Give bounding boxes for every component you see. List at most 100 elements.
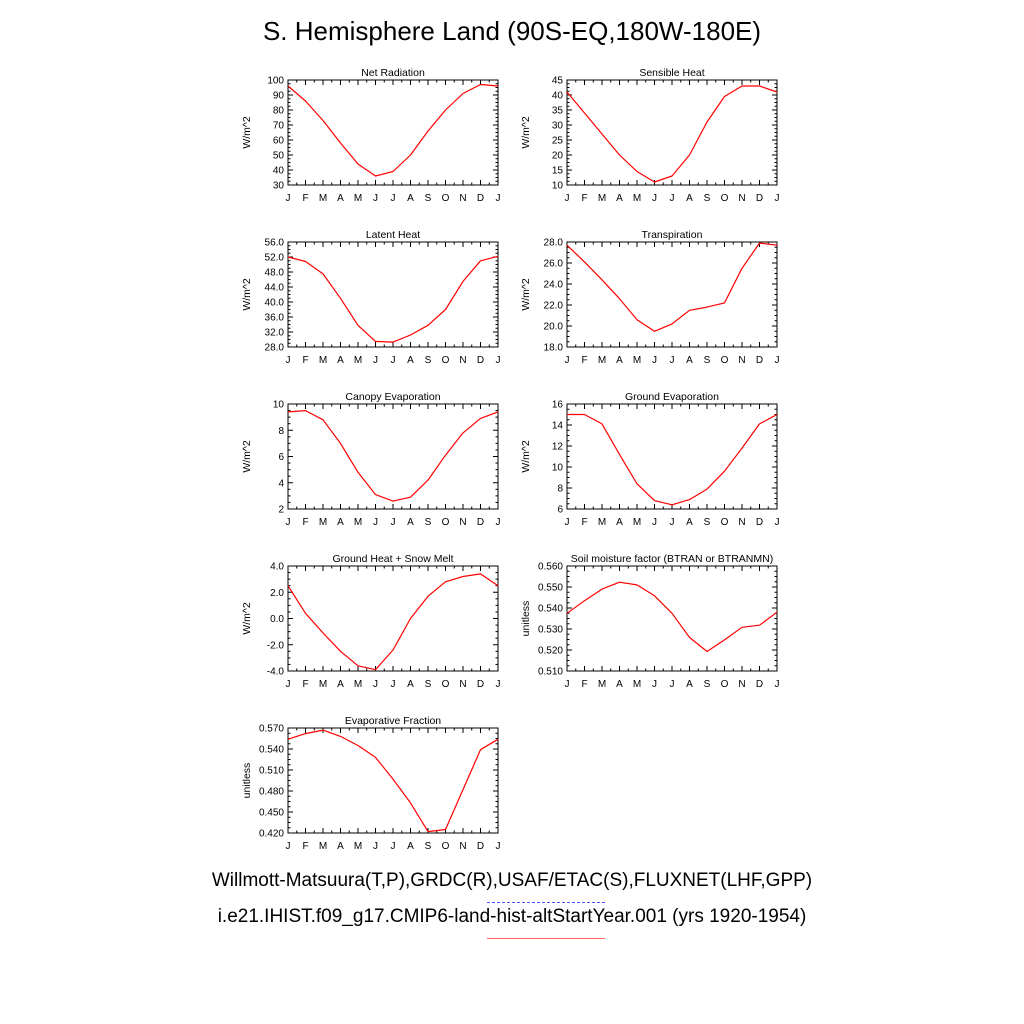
x-tick-label: A [616,679,623,690]
x-tick-label: J [373,517,378,528]
y-tick-label: 52.0 [265,253,285,264]
legend-observations-label: Willmott-Matsuura(T,P),GRDC(R),USAF/ETAC… [211,870,813,891]
panel-title: Ground Heat + Snow Melt [332,553,453,565]
y-tick-label: 0.0 [270,614,284,625]
y-tick-label: 0.510 [538,667,563,678]
model-series-line [567,413,778,506]
x-tick-label: M [633,517,641,528]
x-tick-label: J [652,355,657,366]
y-tick-label: 40 [552,91,564,102]
y-tick-label: 4 [278,478,284,489]
x-tick-label: S [704,193,711,204]
x-tick-label: J [565,355,570,366]
panel-title: Sensible Heat [639,67,704,79]
x-tick-label: S [425,517,432,528]
y-tick-label: 0.520 [538,646,563,657]
x-tick-label: M [633,679,641,690]
model-series-line [566,242,778,332]
x-tick-label: J [652,679,657,690]
x-tick-label: A [686,193,693,204]
x-tick-label: M [354,193,362,204]
x-tick-label: M [633,193,641,204]
x-tick-label: O [442,679,450,690]
y-axis-label: W/m^2 [241,602,253,635]
y-tick-label: 20 [552,151,564,162]
y-tick-label: 0.510 [259,766,284,777]
plot-frame [566,241,778,348]
x-tick-label: M [598,193,606,204]
panel-8: Soil moisture factor (BTRAN or BTRANMN) J… [520,553,780,690]
y-axis-label: unitless [241,763,253,799]
x-tick-label: J [775,193,780,204]
x-tick-label: J [775,517,780,528]
y-tick-label: -2.0 [267,640,285,651]
x-tick-label: O [721,193,729,204]
x-tick-label: M [598,517,606,528]
y-tick-label: 28.0 [265,343,285,354]
plot-frame [566,79,778,186]
model-series-line [287,410,499,502]
y-axis-label: W/m^2 [241,278,253,311]
x-tick-label: D [477,517,484,528]
x-tick-label: J [496,841,501,852]
y-tick-label: 10 [552,463,564,474]
y-tick-label: 35 [552,106,564,117]
x-tick-label: F [302,517,308,528]
x-tick-label: A [407,193,414,204]
panel-title: Canopy Evaporation [345,391,440,403]
y-axis-label: W/m^2 [241,440,253,473]
x-tick-label: S [704,355,711,366]
x-tick-label: J [391,679,396,690]
y-tick-label: 80 [273,106,285,117]
x-tick-label: M [354,841,362,852]
x-tick-label: D [756,355,763,366]
y-axis-label: unitless [520,601,532,637]
legend-model-label: i.e21.IHIST.f09_g17.CMIP6-land-hist-altS… [217,906,807,927]
plot-frame [287,403,499,510]
x-tick-label: A [407,517,414,528]
y-tick-label: 100 [267,76,284,87]
model-series-line [287,573,499,671]
x-tick-label: F [302,841,308,852]
y-axis-label: W/m^2 [520,116,532,149]
y-axis-label: W/m^2 [520,278,532,311]
x-tick-label: A [337,679,344,690]
y-tick-label: 56.0 [265,238,285,249]
x-tick-label: M [354,679,362,690]
y-tick-label: 0.530 [538,625,563,636]
y-tick-label: 6 [278,452,284,463]
x-tick-label: O [442,355,450,366]
x-tick-label: S [425,193,432,204]
x-tick-label: J [286,193,291,204]
x-tick-label: A [686,355,693,366]
x-tick-label: S [425,355,432,366]
y-tick-label: 50 [273,151,285,162]
x-tick-label: J [670,517,675,528]
x-tick-label: J [373,841,378,852]
y-tick-label: 0.450 [259,808,284,819]
x-tick-label: F [302,355,308,366]
x-tick-label: A [337,517,344,528]
x-tick-label: J [373,193,378,204]
x-tick-label: F [581,193,587,204]
x-tick-label: N [459,355,466,366]
x-tick-label: A [686,679,693,690]
x-tick-label: M [319,355,327,366]
x-tick-label: J [286,841,291,852]
x-tick-label: N [738,193,745,204]
y-tick-label: 90 [273,91,285,102]
y-axis-label: W/m^2 [520,440,532,473]
y-tick-label: 28.0 [544,238,564,249]
x-tick-label: S [704,517,711,528]
x-tick-label: O [721,355,729,366]
x-tick-label: J [496,679,501,690]
panel-title: Soil moisture factor (BTRAN or BTRANMN) [571,553,773,565]
x-tick-label: M [319,517,327,528]
plot-frame [287,565,499,672]
x-tick-label: O [721,679,729,690]
y-tick-label: 24.0 [544,280,564,291]
